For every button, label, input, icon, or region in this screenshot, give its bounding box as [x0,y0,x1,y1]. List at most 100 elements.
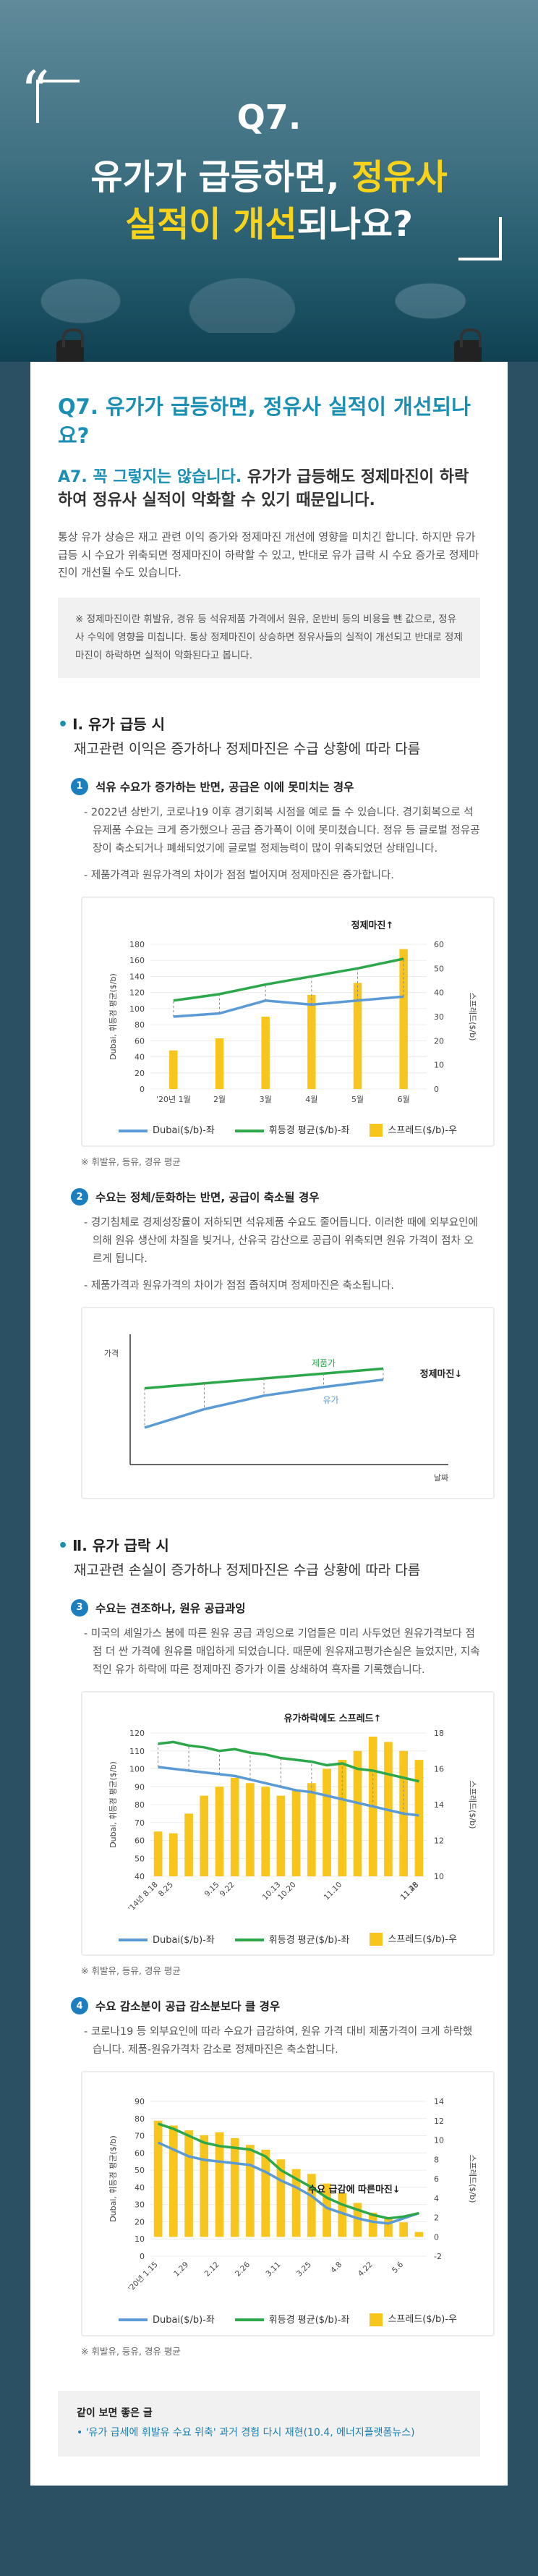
hero-title-line1: 유가가 급등하면, 정유사 [90,157,448,198]
y-right-tick-label: 40 [434,988,444,997]
chart-4-plot: 0 10 20 30 40 50 60 70 80 90 -2 0 2 4 6 8 10 12 14 Dubai, 휘… [108,2097,477,2294]
x-tick-label: 4.22 [356,2261,375,2279]
y-left-axis-label: Dubai, 휘등경 평균($/b) [108,1761,118,1848]
y-left-tick-label: 100 [129,1764,145,1774]
chart-1-plot: 0 20 40 60 80 100 120 140 160 180 0 10 20 30 40 50 60 Dub… [108,920,477,1104]
y-right-tick-label: 6 [434,2174,439,2184]
spread-bar [246,1783,255,1876]
chart-annotation: 수요 급감에 따른마진↓ [308,2184,401,2195]
x-tick-label: '14년 8.18 [127,1880,160,1913]
y-left-tick-label: 40 [134,1052,145,1062]
spread-bar [353,1750,362,1876]
legend-dubai: Dubai($/b)-좌 [119,2312,215,2326]
section-surge: • Ⅰ. 유가 급등 시 재고관련 이익은 증가하나 정제마진은 수급 상황에 따… [58,713,495,1499]
spread-bar [353,2203,362,2237]
x-tick-label: 1.29 [172,2261,190,2279]
x-tick-label: 4.8 [329,2261,343,2275]
spread-bar [168,1833,178,1876]
y-axis-label: 가격 [104,1349,119,1358]
avg-line [173,957,404,1002]
bullet-item: - 2022년 상반기, 코로나19 이후 경기회복 시점을 예로 들 수 있습… [84,806,480,855]
x-tick-label: 3월 [260,1095,272,1104]
legend-avg: 휘등경 평균($/b)-좌 [234,2312,349,2326]
legend-dubai: Dubai($/b)-좌 [119,1122,215,1136]
y-left-tick-label: 50 [134,1854,145,1863]
x-tick-label: 6월 [398,1095,410,1104]
y-left-tick-label: 180 [129,940,145,949]
series-label-product: 제품가 [312,1358,336,1368]
bullet-item: - 제품가격과 원유가격의 차이가 점점 벌어지며 정제마진은 증가합니다. [84,869,394,881]
avg-line [158,2122,419,2220]
y-right-axis-label: 스프레드($/b) [468,2155,477,2203]
legend-avg: 휘등경 평균($/b)-좌 [234,1122,349,1136]
spread-bar [399,2222,409,2237]
spread-bar [414,1759,424,1876]
spread-bar [353,983,362,1089]
y-left-tick-label: 90 [134,1782,145,1792]
legend-spread: 스프레드($/b)-우 [370,2311,457,2326]
y-left-tick-label: 10 [134,2234,145,2244]
spread-bar [169,1050,178,1089]
y-right-tick-label: 18 [434,1729,444,1738]
y-left-tick-label: 80 [134,1020,145,1030]
spread-bar [153,1831,163,1876]
chart-annotation: 정제마진↓ [420,1368,463,1380]
x-tick-label: 3.11 [264,2261,282,2279]
y-right-tick-label: 50 [434,964,444,973]
section-title: • Ⅰ. 유가 급등 시 [58,715,165,734]
bullet-list: - 경기침체로 경제성장률이 저하되면 석유제품 수요도 줄어듭니다. 이러한 … [71,1214,480,1295]
chart-annotation: 유가하락에도 스프레드↑ [283,1713,381,1724]
article-card: Q7. 유가가 급등하면, 정유사 실적이 개선되나요? A7. 꼭 그렇지는 … [30,362,508,2486]
legend-dubai: Dubai($/b)-좌 [119,1932,215,1946]
subsection-1: 1 석유 수요가 증가하는 반면, 공급은 이에 못미치는 경우 - 2022년 … [58,777,495,1168]
y-right-tick-label: 12 [434,1836,444,1845]
spread-bar [307,2174,316,2237]
subsection-2: 2 수요는 정체/둔화하는 반면, 공급이 축소될 경우 - 경기침체로 경제성장… [58,1188,495,1499]
spread-bar [215,2132,224,2237]
y-left-tick-label: 40 [134,2183,145,2192]
y-right-tick-label: 20 [434,1036,444,1046]
spread-bar [230,1777,239,1876]
binder-clip-icon [56,329,84,362]
spread-bar [168,2125,178,2237]
dubai-line [157,2141,419,2225]
y-left-tick-label: 0 [140,1085,145,1094]
chart-1: 0 20 40 60 80 100 120 140 160 180 0 10 20 30 40 50 60 Dub… [81,896,495,1148]
spread-bar [215,1038,224,1089]
y-right-tick-label: 16 [434,1764,444,1774]
spread-bar [414,2232,424,2237]
y-left-tick-label: 20 [134,2218,145,2227]
x-tick-label: 2월 [213,1095,226,1104]
spread-bar [323,2183,331,2237]
spread-bar [261,2150,270,2237]
chart-legend: Dubai($/b)-좌 휘등경 평균($/b)-좌 스프레드($/b)-우 [87,1122,489,1137]
y-left-tick-label: 120 [129,988,145,997]
chart-3: 40 50 60 70 80 90 100 110 120 10 12 14 16 18 Dubai, 휘등… [81,1690,495,1957]
y-left-tick-label: 80 [134,1800,145,1810]
x-tick-label: '20년 1.15 [127,2261,160,2294]
x-tick-label: 2.26 [234,2261,252,2279]
spread-bar [153,2120,163,2237]
related-title: 같이 보면 좋은 글 [77,2407,153,2419]
y-left-tick-label: 0 [140,2252,145,2261]
spread-bar [307,1783,316,1876]
answer-text: A7. 꼭 그렇지는 않습니다. 유가가 급등해도 정제마진이 하락하여 정유사… [58,468,469,509]
chart-source-note: ※ 휘발유, 등유, 경유 평균 [81,1156,181,1168]
spread-bar [261,1016,270,1089]
related-link[interactable]: • '유가 급세에 휘발유 수요 위축' 과거 경험 다시 재현(10.4, 에… [77,2427,415,2439]
spread-bar [307,994,316,1089]
page-footer [0,2486,538,2551]
bullet-item: - 코로나19 등 외부요인에 따라 수요가 급감하여, 원유 가격 대비 제품… [84,2026,473,2056]
y-right-tick-label: 14 [434,1800,444,1810]
chart-annotation: 정제마진↑ [351,920,394,931]
x-tick-label: 9.15 [203,1880,221,1898]
bullet-item: - 경기침체로 경제성장률이 저하되면 석유제품 수요도 줄어듭니다. 이러한 … [84,1217,478,1266]
spread-bar [276,1795,286,1876]
question-title: Q7. 유가가 급등하면, 정유사 실적이 개선되나요? [58,394,471,449]
spread-bar [338,2193,347,2237]
section-subtitle: 재고관련 이익은 증가하나 정제마진은 수급 상황에 따라 다름 [74,740,421,757]
y-right-tick-label: 60 [434,940,444,949]
y-left-tick-label: 110 [129,1747,145,1756]
y-right-tick-label: 10 [434,2136,444,2145]
